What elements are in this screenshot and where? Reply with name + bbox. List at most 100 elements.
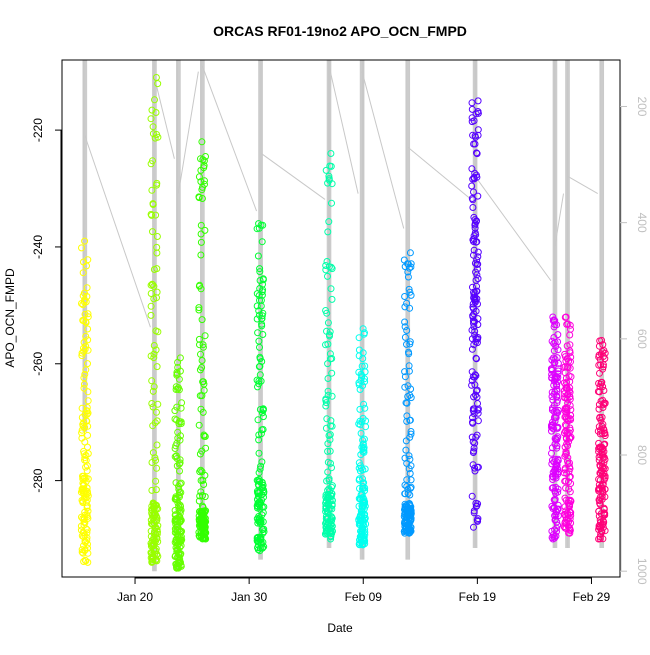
data-point [560, 390, 568, 398]
data-point [596, 369, 603, 377]
data-point [80, 487, 88, 495]
data-point [470, 235, 478, 243]
data-point [326, 328, 334, 336]
data-point [84, 558, 92, 566]
data-point [560, 429, 568, 437]
pressure-transit-line [554, 193, 565, 246]
data-point [147, 311, 155, 319]
data-point [401, 500, 409, 508]
data-point [199, 476, 207, 484]
data-point [325, 432, 333, 439]
data-point [553, 382, 561, 390]
data-point [595, 496, 603, 504]
data-point [407, 260, 415, 268]
data-point [406, 506, 413, 514]
pressure-transit-line [474, 175, 552, 282]
data-point [562, 422, 570, 430]
data-point [149, 228, 156, 236]
data-point [562, 451, 570, 458]
data-point [78, 244, 85, 252]
data-point [173, 564, 181, 572]
data-point [407, 394, 415, 402]
data-point [474, 126, 482, 134]
data-point [79, 269, 87, 277]
data-point [401, 373, 409, 381]
data-point [150, 383, 158, 391]
data-point [259, 529, 267, 537]
data-point [153, 233, 161, 240]
data-point [406, 304, 414, 312]
data-point [177, 404, 185, 412]
data-point [359, 525, 367, 533]
data-point [598, 429, 606, 437]
data-point [153, 417, 161, 425]
data-point [359, 498, 367, 506]
x-tick-label: Feb 19 [459, 590, 497, 604]
data-point [195, 173, 203, 181]
data-point [153, 243, 161, 251]
data-point [256, 406, 264, 413]
y-tick-label: -260 [31, 351, 45, 375]
data-point [468, 105, 476, 113]
data-point [83, 467, 91, 475]
data-point [84, 507, 92, 515]
data-point [472, 268, 480, 276]
data-point [566, 463, 574, 471]
data-point [401, 303, 409, 311]
data-point [361, 404, 369, 412]
data-point [84, 325, 92, 333]
data-point [401, 333, 409, 341]
data-point [173, 455, 181, 462]
data-point [197, 230, 205, 238]
data-point [256, 268, 264, 276]
data-point [474, 417, 482, 425]
data-point [562, 435, 570, 443]
data-point [153, 441, 161, 449]
data-points [77, 74, 609, 572]
data-point [595, 361, 603, 369]
data-point [78, 414, 86, 421]
data-point [152, 456, 160, 464]
data-point [553, 524, 561, 532]
data-point [361, 465, 369, 473]
data-point [322, 519, 330, 527]
data-point [469, 283, 476, 291]
data-point [84, 450, 92, 458]
data-point [470, 140, 478, 148]
data-point [171, 453, 179, 461]
data-point [567, 373, 575, 381]
data-point [552, 461, 560, 469]
data-point [173, 439, 181, 447]
x-axis: Jan 20 Jan 30 Feb 09 Feb 19 Feb 29 [117, 577, 610, 604]
data-point [560, 469, 568, 477]
data-point [257, 462, 265, 470]
data-point [84, 388, 92, 396]
data-point [256, 465, 264, 473]
data-point [259, 221, 267, 229]
data-point [404, 485, 412, 493]
data-point [199, 343, 207, 351]
pressure-transit-line [153, 77, 175, 159]
data-point [326, 436, 334, 444]
data-point [407, 385, 415, 393]
data-point [258, 491, 266, 499]
data-point [322, 266, 330, 274]
data-point [548, 371, 556, 378]
data-point [82, 342, 90, 350]
data-point [173, 403, 181, 411]
data-point [147, 115, 155, 123]
data-point [81, 532, 89, 540]
chart-title: ORCAS RF01-19no2 APO_OCN_FMPD [213, 23, 467, 39]
data-point [564, 522, 572, 530]
data-point [255, 449, 263, 457]
data-point [176, 518, 184, 526]
data-point [327, 535, 335, 543]
data-point [406, 249, 414, 257]
data-point [201, 519, 209, 527]
data-point [149, 200, 157, 208]
data-point [403, 399, 411, 407]
data-point [198, 195, 206, 202]
data-point [171, 529, 179, 536]
data-point [172, 452, 180, 460]
data-point [356, 541, 363, 549]
